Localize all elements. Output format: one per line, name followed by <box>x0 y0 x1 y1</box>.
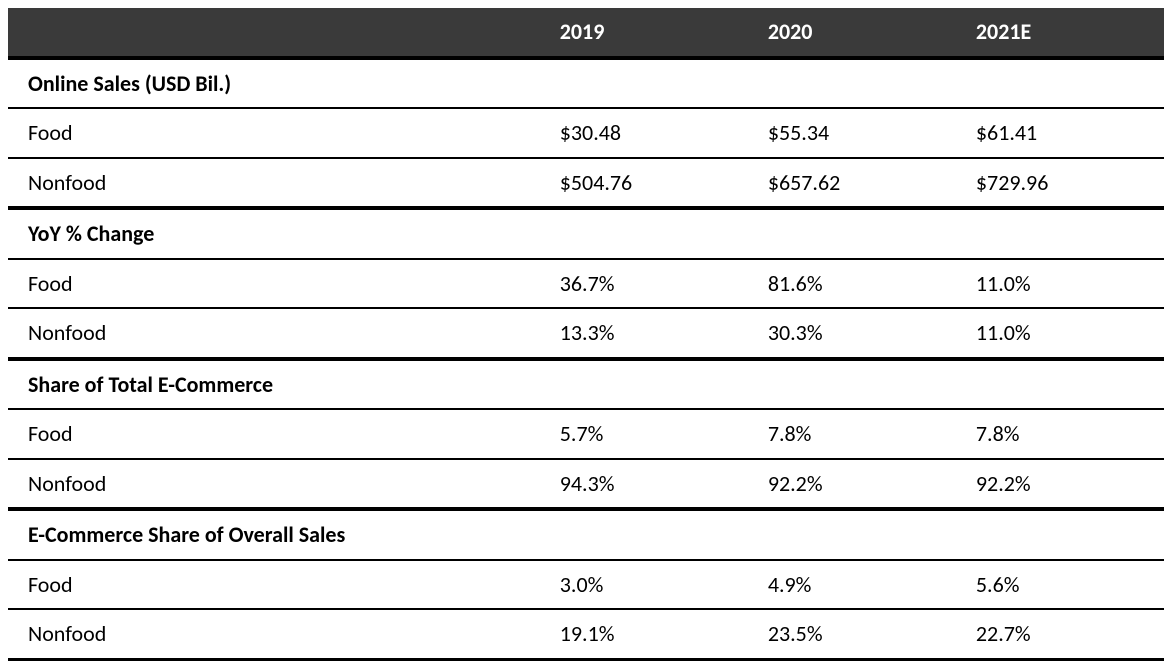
section-title: Online Sales (USD Bil.) <box>8 58 1164 109</box>
cell: $55.34 <box>748 108 956 158</box>
table-row: Nonfood $504.76 $657.62 $729.96 <box>8 158 1164 209</box>
table-row: Food 5.7% 7.8% 7.8% <box>8 409 1164 459</box>
row-label: Food <box>8 259 540 309</box>
section-header: Share of Total E-Commerce <box>8 359 1164 410</box>
table-header-blank <box>8 8 540 58</box>
cell: 81.6% <box>748 259 956 309</box>
cell: 5.6% <box>956 560 1164 610</box>
cell: 4.9% <box>748 560 956 610</box>
cell: $61.41 <box>956 108 1164 158</box>
cell: 36.7% <box>540 259 748 309</box>
cell: 22.7% <box>956 609 1164 659</box>
section-header: Online Sales (USD Bil.) <box>8 58 1164 109</box>
table-row: Nonfood 94.3% 92.2% 92.2% <box>8 459 1164 510</box>
section-title: YoY % Change <box>8 208 1164 259</box>
row-label: Food <box>8 108 540 158</box>
cell: 7.8% <box>956 409 1164 459</box>
cell: 5.7% <box>540 409 748 459</box>
cell: 11.0% <box>956 308 1164 359</box>
cell: 92.2% <box>748 459 956 510</box>
cell: 13.3% <box>540 308 748 359</box>
table-header-2020: 2020 <box>748 8 956 58</box>
cell: 7.8% <box>748 409 956 459</box>
table-header-row: 2019 2020 2021E <box>8 8 1164 58</box>
cell: $30.48 <box>540 108 748 158</box>
row-label: Nonfood <box>8 158 540 209</box>
table-row: Food 36.7% 81.6% 11.0% <box>8 259 1164 309</box>
section-title: E-Commerce Share of Overall Sales <box>8 509 1164 560</box>
table-header-2019: 2019 <box>540 8 748 58</box>
section-header: YoY % Change <box>8 208 1164 259</box>
table-row: Nonfood 13.3% 30.3% 11.0% <box>8 308 1164 359</box>
cell: $729.96 <box>956 158 1164 209</box>
section-header: E-Commerce Share of Overall Sales <box>8 509 1164 560</box>
row-label: Nonfood <box>8 308 540 359</box>
cell: 94.3% <box>540 459 748 510</box>
data-table: 2019 2020 2021E Online Sales (USD Bil.) … <box>8 8 1164 661</box>
cell: 92.2% <box>956 459 1164 510</box>
table-row: Nonfood 19.1% 23.5% 22.7% <box>8 609 1164 659</box>
row-label: Nonfood <box>8 609 540 659</box>
row-label: Food <box>8 409 540 459</box>
cell: 23.5% <box>748 609 956 659</box>
cell: $657.62 <box>748 158 956 209</box>
cell: 3.0% <box>540 560 748 610</box>
cell: 11.0% <box>956 259 1164 309</box>
row-label: Food <box>8 560 540 610</box>
cell: 30.3% <box>748 308 956 359</box>
table-row: Food $30.48 $55.34 $61.41 <box>8 108 1164 158</box>
table-header-2021e: 2021E <box>956 8 1164 58</box>
row-label: Nonfood <box>8 459 540 510</box>
cell: 19.1% <box>540 609 748 659</box>
section-title: Share of Total E-Commerce <box>8 359 1164 410</box>
cell: $504.76 <box>540 158 748 209</box>
table-row: Food 3.0% 4.9% 5.6% <box>8 560 1164 610</box>
